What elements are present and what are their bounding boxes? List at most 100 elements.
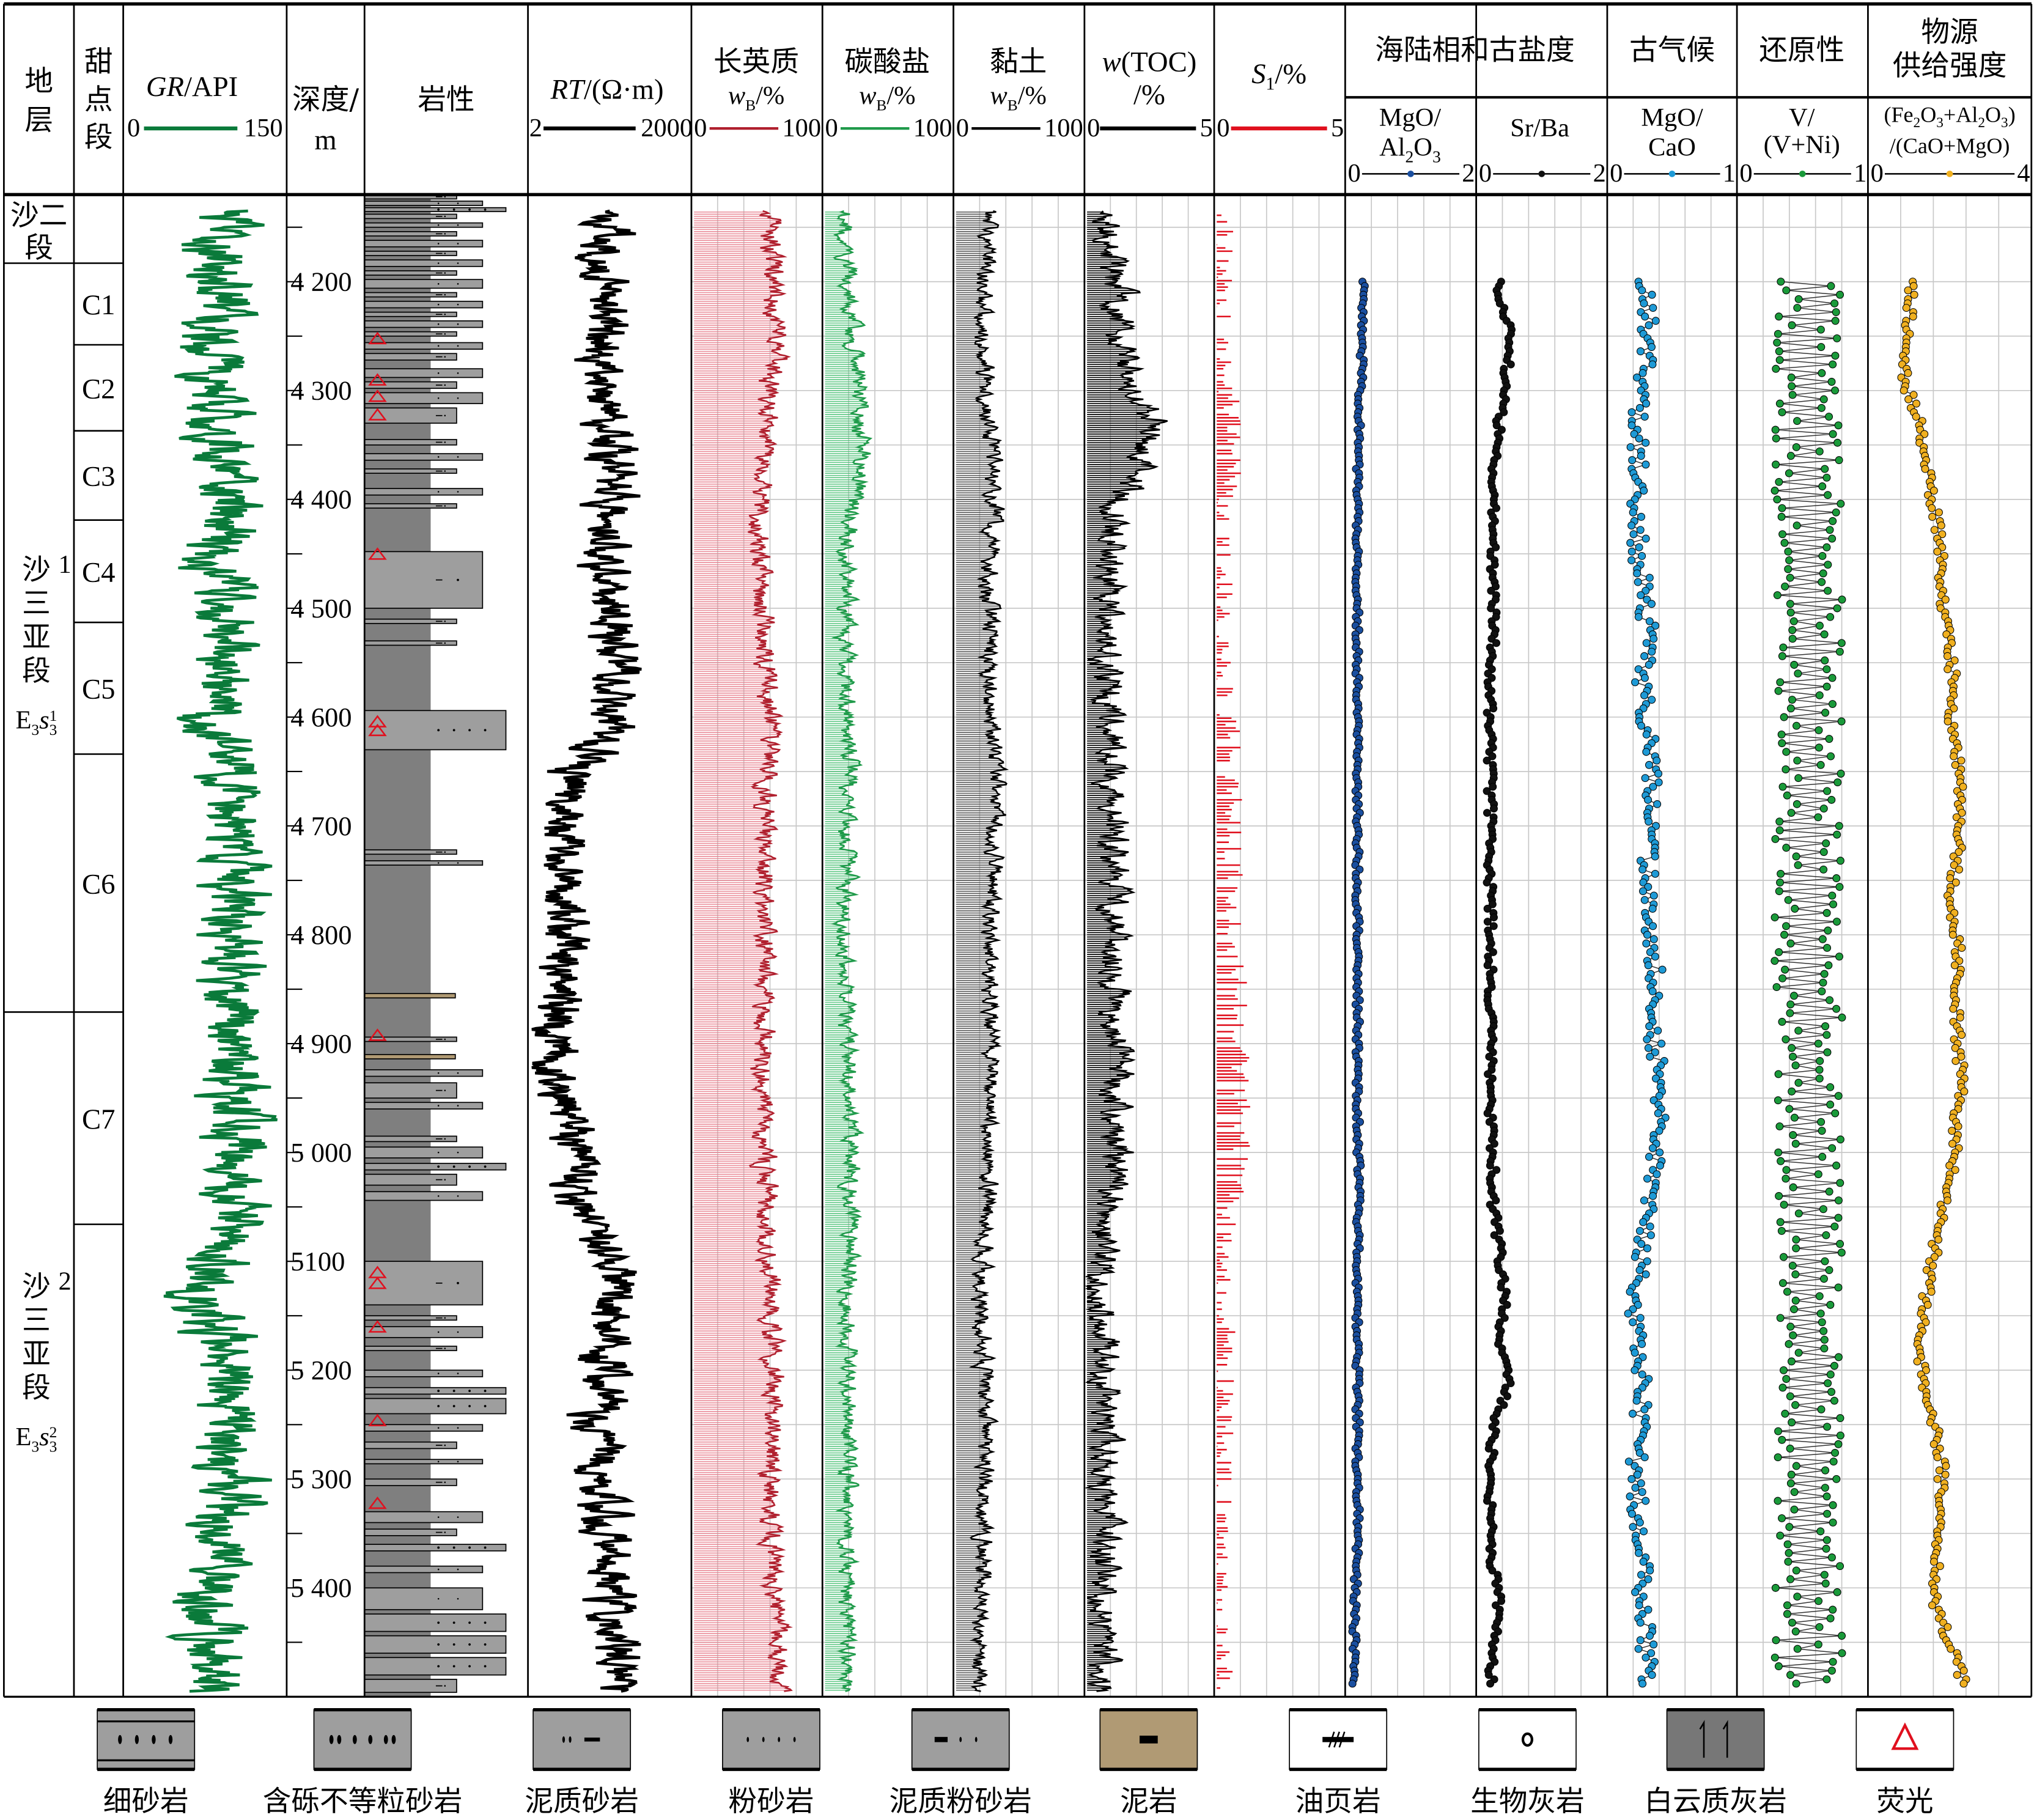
v_vni-point [1777, 278, 1785, 286]
litho-dot [437, 1568, 440, 1571]
v_vni-point [1822, 473, 1831, 482]
v_vni-point [1775, 399, 1784, 408]
v_vni-point [1837, 1248, 1846, 1257]
litho-dot [468, 208, 471, 211]
mgo_cao-point [1644, 1575, 1653, 1583]
v_vni-point [1790, 661, 1799, 669]
mgo_cao-point [1640, 652, 1649, 660]
v_vni-point [1822, 1675, 1831, 1684]
v_vni-point [1818, 935, 1827, 943]
sr_ba-point [1490, 561, 1499, 569]
fluorescence-marker [368, 331, 387, 345]
v_vni-point [1792, 1236, 1800, 1244]
fe_source-point [1929, 1440, 1938, 1448]
fe_source-point [1959, 1667, 1968, 1675]
litho-dot [457, 323, 459, 325]
header-strata-2: 层 [24, 104, 53, 137]
litho-dot [452, 1546, 455, 1549]
lithology-bed-fine-sand [364, 710, 507, 751]
fe_source-point [1904, 395, 1913, 403]
v_vni-point [1831, 317, 1840, 325]
v_vni-point [1816, 1527, 1825, 1536]
sr_ba-point [1492, 504, 1500, 512]
v_vni-point [1824, 586, 1832, 595]
mgo_cao-point [1649, 635, 1658, 643]
fe_source-point [1909, 391, 1918, 399]
v_vni-point [1824, 491, 1832, 499]
mgo_cao-point [1640, 1196, 1648, 1205]
fe_source-point [1904, 286, 1912, 295]
v_vni-point [1829, 900, 1838, 908]
mgo_cao-point [1637, 1571, 1645, 1579]
fe_source-point [1944, 1196, 1951, 1205]
mgo_cao-point [1631, 1253, 1639, 1261]
sr_ba-point [1490, 913, 1498, 922]
fe_source-point [1951, 1166, 1959, 1174]
litho-dot [457, 303, 459, 306]
lithology-bed-silt [364, 279, 484, 289]
v_vni-point [1826, 613, 1835, 621]
v_vni-point [1828, 1144, 1837, 1152]
litho-dot [452, 1643, 455, 1646]
v_vni-point [1834, 1283, 1843, 1292]
v_vni-point [1822, 1031, 1831, 1039]
mgo_cao-point [1654, 778, 1663, 787]
mgo_cao-point [1643, 1035, 1651, 1044]
v_vni-point [1780, 713, 1788, 721]
lithology-bed-silt [364, 860, 484, 866]
v_vni-point [1823, 1509, 1832, 1518]
mgo_cao-point [1627, 408, 1636, 416]
mgo_cao-point [1637, 591, 1645, 600]
v_vni-point [1779, 643, 1788, 652]
mgo_cao-point [1640, 487, 1648, 495]
v_vni-point [1782, 286, 1791, 295]
mgo_cao-point [1635, 543, 1643, 551]
v_vni-point [1774, 1662, 1783, 1670]
litho-dot [457, 283, 459, 285]
v_vni-point [1781, 1409, 1789, 1418]
v_vni-point [1794, 861, 1802, 869]
v_vni-point [1820, 630, 1829, 639]
mgo_cao-point [1644, 883, 1653, 891]
fe_source-point [1934, 1236, 1943, 1244]
v_vni-point [1788, 382, 1796, 391]
v_vni-point [1782, 1166, 1791, 1174]
v_vni-point [1776, 1314, 1785, 1322]
litho-dot [437, 729, 440, 732]
v_vni-point [1792, 1566, 1800, 1575]
v_vni-point [1774, 1497, 1782, 1505]
lithology-bed-silt [364, 1069, 484, 1077]
v_vni-point [1827, 752, 1835, 761]
v_vni-point [1785, 1339, 1793, 1348]
v_vni-point [1825, 413, 1833, 421]
fe_source-point [1956, 1013, 1964, 1022]
fluorescence-marker [368, 547, 387, 560]
sr_ba-point [1483, 904, 1492, 913]
litho-dot [457, 1281, 459, 1284]
litho-dot [437, 491, 440, 493]
v_vni-point [1832, 1475, 1841, 1483]
sr_ba-point [1489, 783, 1497, 791]
v_vni-point [1834, 1092, 1843, 1100]
fe_source-point [1933, 1475, 1942, 1483]
litho-dot [444, 1038, 446, 1041]
lithology-bed-muddy-silt [364, 1528, 457, 1536]
litho-dot [468, 1643, 471, 1646]
litho-dot [484, 1643, 487, 1646]
v_vni-point [1781, 582, 1789, 591]
litho-dot [484, 1665, 487, 1668]
litho-dot [457, 1568, 459, 1571]
mgo_cao-point [1631, 678, 1640, 687]
lithology-bed-silt [364, 259, 484, 267]
v_vni-point [1783, 791, 1791, 800]
mgo_cao-point [1640, 674, 1649, 682]
litho-dot [484, 1546, 487, 1549]
v_vni-point [1829, 1605, 1837, 1614]
mgo_cao-point [1646, 1053, 1654, 1061]
v_vni-point [1784, 565, 1793, 573]
v_vni-point [1788, 1618, 1796, 1627]
fe_source-point [1935, 1466, 1944, 1475]
v_vni-point [1782, 1375, 1791, 1383]
v_vni-point [1778, 974, 1787, 982]
v_vni-point [1829, 1518, 1837, 1527]
